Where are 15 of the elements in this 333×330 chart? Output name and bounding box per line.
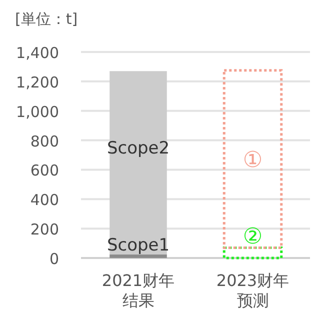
y-tick-label: 600 bbox=[30, 162, 59, 180]
y-tick-label: 1,000 bbox=[16, 102, 59, 121]
y-tick-label: 1,200 bbox=[16, 73, 59, 92]
y-axis-title: [単位：t] bbox=[15, 10, 78, 28]
y-tick-label: 800 bbox=[30, 132, 59, 150]
x-tick-label: 2021财年结果 bbox=[102, 271, 175, 310]
x-tick-label: 2023财年预测 bbox=[216, 271, 290, 310]
y-tick-label: 400 bbox=[30, 191, 59, 210]
y-tick-label: 1,400 bbox=[16, 44, 59, 62]
series-label: Scope2 bbox=[106, 138, 170, 159]
y-tick-label: 200 bbox=[30, 220, 59, 239]
series-label: ① bbox=[242, 148, 263, 174]
series-label: ② bbox=[242, 224, 263, 250]
series-label: Scope1 bbox=[106, 235, 170, 256]
y-tick-label: 0 bbox=[49, 250, 59, 268]
